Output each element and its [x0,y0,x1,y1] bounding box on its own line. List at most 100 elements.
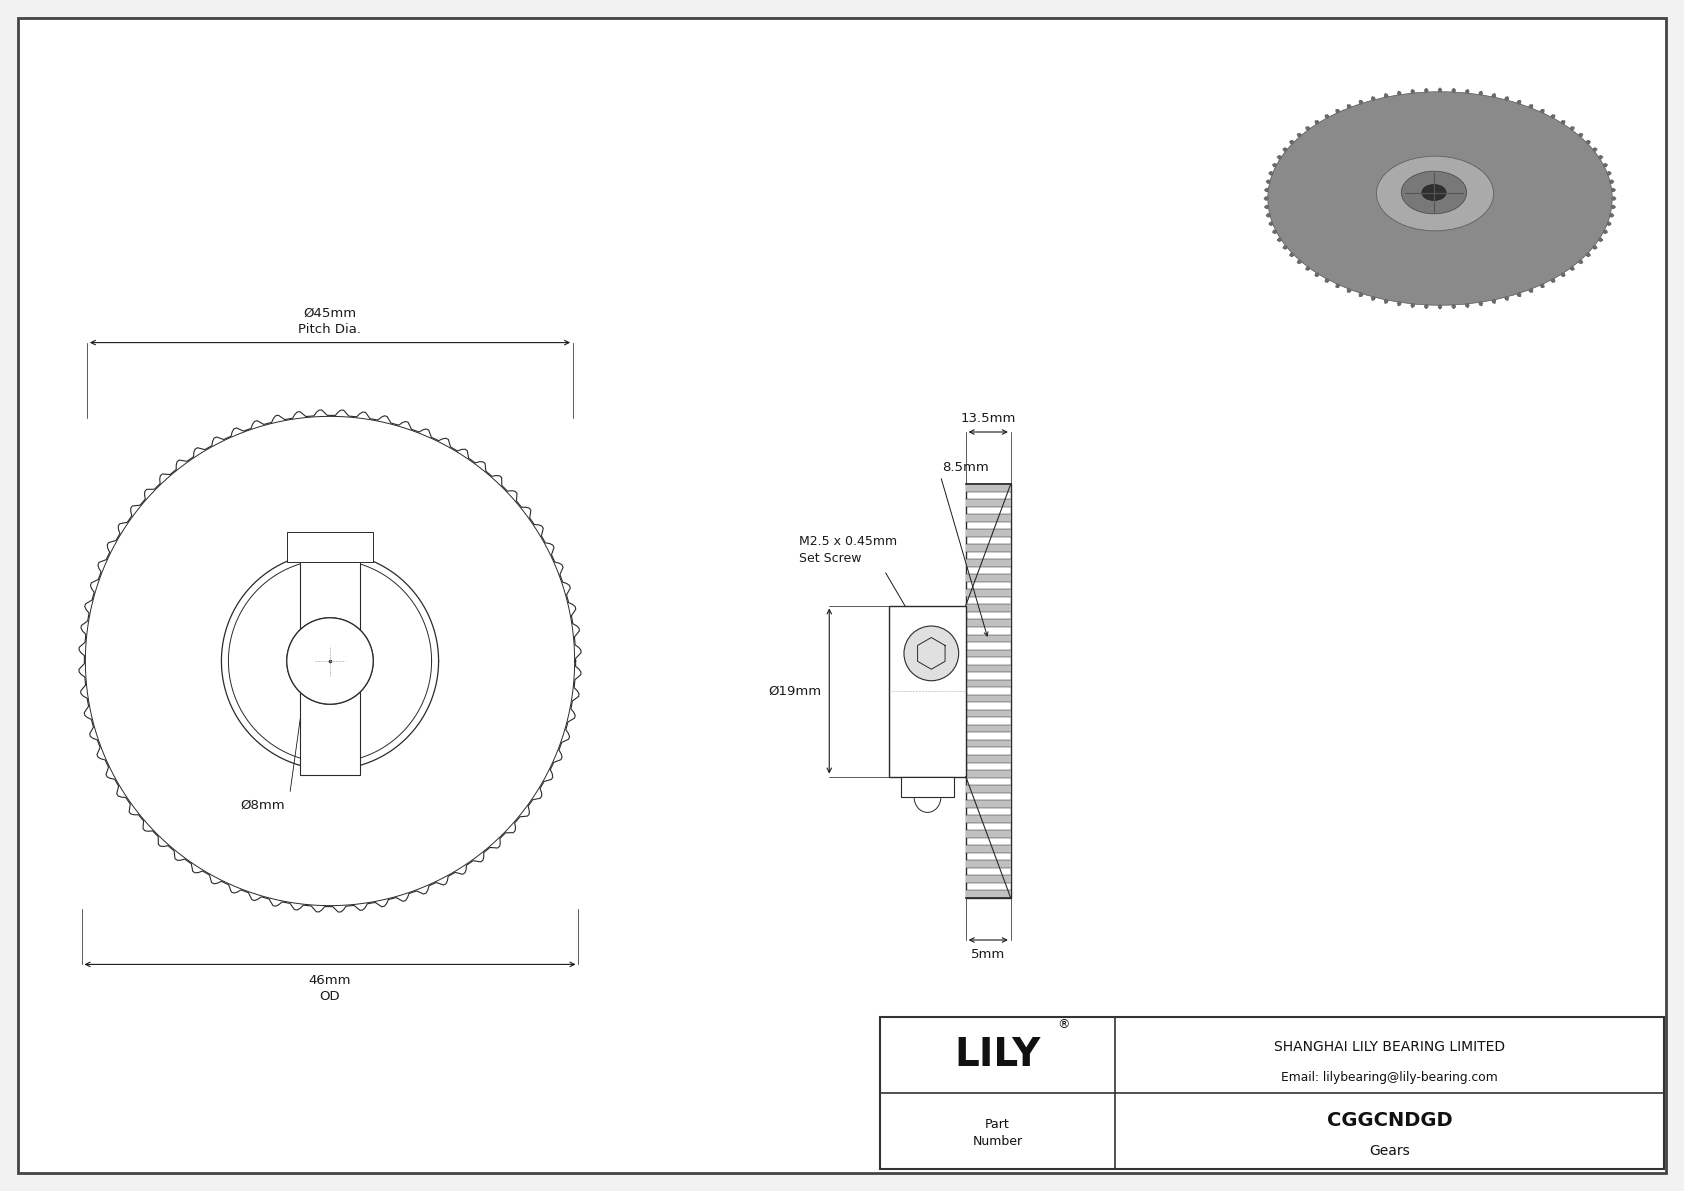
FancyArrow shape [1290,141,1293,144]
FancyArrow shape [1411,304,1415,307]
FancyArrow shape [1571,267,1575,270]
FancyArrow shape [1452,88,1455,92]
FancyArrow shape [1266,180,1270,183]
Bar [965,484,1010,898]
FancyArrow shape [1479,92,1482,95]
Bar [965,619,1010,626]
Text: LILY: LILY [955,1036,1041,1074]
FancyArrow shape [1452,305,1455,308]
FancyArrow shape [1561,273,1564,276]
FancyArrow shape [1517,293,1521,297]
FancyArrow shape [1278,238,1282,242]
FancyArrow shape [1529,288,1532,292]
FancyArrow shape [1372,297,1376,300]
Text: 46mm
OD: 46mm OD [308,974,352,1003]
FancyArrow shape [1492,299,1495,304]
Text: 8.5mm: 8.5mm [943,461,989,474]
FancyArrow shape [1505,96,1509,100]
Bar [965,605,1010,612]
FancyArrow shape [1384,299,1388,304]
Bar [965,574,1010,582]
FancyArrow shape [1384,94,1388,98]
FancyArrow shape [1315,120,1319,124]
Ellipse shape [1401,172,1467,214]
Bar [965,785,1010,793]
FancyArrow shape [1529,105,1532,108]
FancyArrow shape [1325,279,1329,282]
Text: 5mm: 5mm [972,948,1005,961]
FancyArrow shape [1541,283,1544,287]
FancyArrow shape [1607,172,1612,175]
FancyArrow shape [1335,110,1339,113]
Text: CGGCNDGD: CGGCNDGD [1327,1111,1452,1130]
Bar [965,800,1010,807]
FancyArrow shape [1283,148,1287,151]
FancyArrow shape [1398,301,1401,306]
Bar [965,590,1010,597]
FancyArrow shape [1266,213,1270,217]
FancyArrow shape [1283,245,1287,249]
FancyArrow shape [1290,254,1293,256]
FancyArrow shape [1335,283,1339,287]
FancyArrow shape [1273,163,1276,167]
Bar [965,771,1010,778]
Bar [965,740,1010,748]
FancyArrow shape [1580,133,1583,137]
Bar [881,1017,1664,1170]
Bar [965,710,1010,717]
FancyArrow shape [1517,100,1521,104]
FancyArrow shape [1610,213,1613,217]
FancyArrow shape [1571,127,1575,130]
Bar [965,484,1010,492]
Ellipse shape [1376,156,1494,231]
Text: ®: ® [1058,1018,1069,1031]
FancyArrow shape [1603,230,1607,233]
Bar [965,860,1010,868]
FancyArrow shape [1505,297,1509,300]
Text: Ø8mm: Ø8mm [241,799,285,812]
FancyArrow shape [1612,188,1615,192]
FancyArrow shape [1593,245,1596,249]
FancyArrow shape [1265,197,1268,200]
Bar [901,777,955,797]
FancyArrow shape [1492,94,1495,98]
Bar [965,635,1010,642]
Ellipse shape [1268,92,1612,305]
FancyArrow shape [1593,148,1596,151]
Bar [965,529,1010,537]
FancyArrow shape [1598,238,1603,242]
FancyArrow shape [1541,110,1544,113]
Text: Ø45mm
Pitch Dia.: Ø45mm Pitch Dia. [298,306,362,336]
Bar [965,499,1010,506]
FancyArrow shape [1612,205,1615,208]
Text: 13.5mm: 13.5mm [960,412,1015,425]
FancyArrow shape [1347,288,1351,292]
FancyArrow shape [1372,96,1376,100]
Ellipse shape [1421,185,1447,200]
Bar [286,532,374,562]
Circle shape [286,618,374,704]
FancyArrow shape [1278,156,1282,158]
Bar [965,846,1010,853]
Bar [965,815,1010,823]
FancyArrow shape [1347,105,1351,108]
FancyArrow shape [1325,116,1329,118]
FancyArrow shape [1438,88,1442,92]
Bar [965,830,1010,837]
FancyArrow shape [1305,267,1310,270]
FancyArrow shape [1603,163,1607,167]
FancyArrow shape [1551,116,1554,118]
Bar [889,605,965,777]
Bar [965,515,1010,522]
Bar [965,665,1010,672]
FancyArrow shape [1607,222,1612,225]
FancyArrow shape [1273,230,1276,233]
Circle shape [904,626,958,681]
Bar [965,649,1010,657]
FancyArrow shape [1586,254,1590,256]
FancyArrow shape [1465,89,1468,93]
FancyArrow shape [1561,120,1564,124]
FancyArrow shape [1270,172,1273,175]
Text: SHANGHAI LILY BEARING LIMITED: SHANGHAI LILY BEARING LIMITED [1275,1041,1505,1054]
FancyArrow shape [1265,188,1268,192]
